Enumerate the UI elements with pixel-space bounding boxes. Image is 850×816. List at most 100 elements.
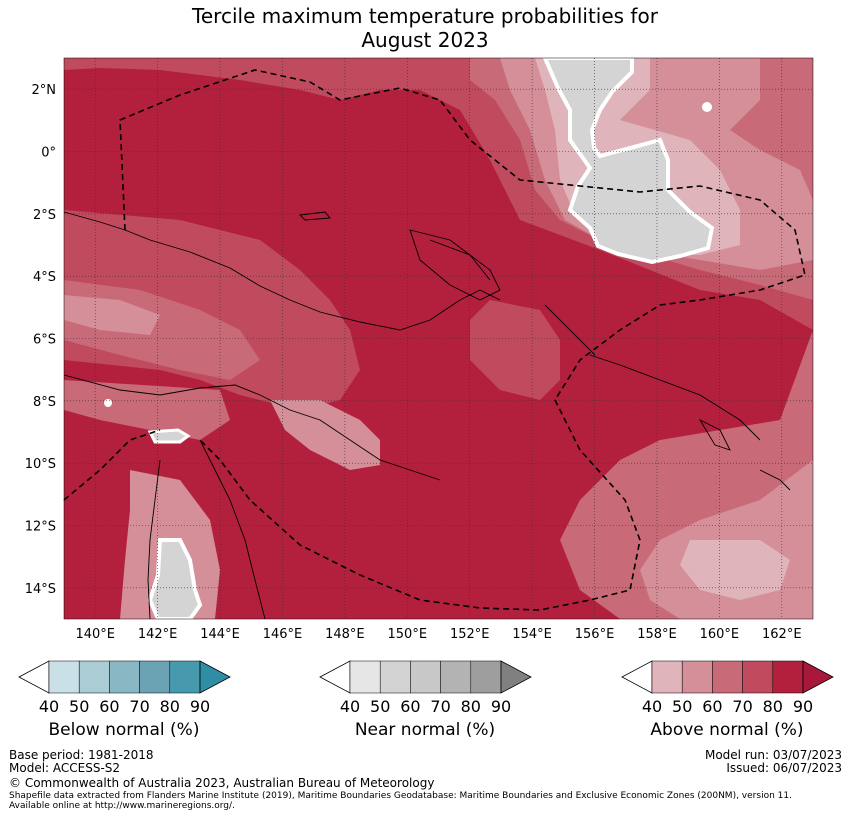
colorbar-tick-label: 70 — [732, 697, 752, 716]
lon-tick-label: 160°E — [700, 627, 740, 642]
colorbar-extend-low — [319, 660, 351, 694]
colorbar-tick-label: 50 — [69, 697, 89, 716]
lat-tick-label: 14°S — [25, 582, 56, 597]
coastline-new-guinea-north — [63, 211, 501, 331]
colorbar-segment — [349, 660, 381, 694]
colorbar-tick-label: 70 — [129, 697, 149, 716]
lat-tick-label: 8°S — [33, 395, 56, 410]
colorbar-segment — [440, 660, 472, 694]
colorbar-extend-low — [18, 660, 50, 694]
lon-tick-label: 144°E — [200, 627, 240, 642]
coastline-bougainville — [544, 304, 596, 356]
model-name: Model: ACCESS-S2 — [9, 761, 121, 775]
colorbar-tick-label: 60 — [400, 697, 420, 716]
lon-tick-label: 158°E — [637, 627, 677, 642]
above-70-region-south — [64, 380, 230, 440]
lat-tick-label: 0° — [41, 146, 56, 161]
shapefile-credit-line-1: Shapefile data extracted from Flanders M… — [9, 791, 792, 801]
colorbar-extend-high — [199, 660, 231, 694]
lat-tick-label: 10°S — [25, 457, 56, 472]
colorbar-segment — [139, 660, 171, 694]
coastline-new-ireland — [429, 239, 491, 281]
coastlines — [63, 211, 791, 620]
coastline-cape-york — [147, 439, 266, 620]
near-colorbar: 40 50 60 70 80 90 — [319, 660, 532, 716]
colorbar-segment — [772, 660, 804, 694]
colorbar-segment — [78, 660, 110, 694]
colorbar-tick-label: 40 — [642, 697, 662, 716]
coastline-solomons — [589, 354, 761, 441]
colorbar-tick-label: 90 — [190, 697, 210, 716]
lat-tick-label: 2°N — [32, 83, 57, 98]
latitude-labels: 2°N 0° 2°S 4°S 6°S 8°S 10°S 12°S 14°S — [25, 83, 56, 597]
title-line-2: August 2023 — [361, 28, 489, 52]
colorbar-tick-label: 80 — [763, 697, 783, 716]
lat-tick-label: 12°S — [25, 520, 56, 535]
colorbar-segment — [470, 660, 502, 694]
colorbar-segment — [48, 660, 80, 694]
colorbar-extend-high — [500, 660, 532, 694]
above-colorbar: 40 50 60 70 80 90 — [621, 660, 834, 716]
colorbar-tick-label: 60 — [99, 697, 119, 716]
colorbar-tick-label: 50 — [370, 697, 390, 716]
colorbar-tick-label: 90 — [793, 697, 813, 716]
coastline-islands — [299, 211, 791, 491]
below-normal-label: Below normal (%) — [48, 720, 200, 740]
longitude-labels: 140°E 142°E 144°E 146°E 148°E 150°E 152°E 154°E… — [75, 627, 801, 642]
copyright: © Commonwealth of Australia 2023, Austra… — [9, 776, 435, 790]
colorbar-extend-low — [621, 660, 653, 694]
lon-tick-label: 142°E — [138, 627, 178, 642]
colorbar-tick-label: 50 — [672, 697, 692, 716]
lon-tick-label: 140°E — [75, 627, 115, 642]
near-normal-region-north — [542, 58, 715, 265]
colorbar-tick-label: 60 — [702, 697, 722, 716]
lon-tick-label: 162°E — [762, 627, 802, 642]
above-60-region-ridge — [270, 400, 380, 470]
lon-tick-label: 152°E — [450, 627, 490, 642]
above-80-region-central — [470, 300, 560, 400]
below-colorbar: 40 50 60 70 80 90 — [18, 660, 231, 716]
lon-tick-label: 156°E — [575, 627, 615, 642]
colorbar-tick-label: 40 — [39, 697, 59, 716]
above-60-region-west — [64, 295, 160, 335]
near-normal-spot-east — [702, 102, 712, 112]
chart-title: Tercile maximum temperature probabilitie… — [0, 4, 850, 52]
lat-tick-label: 6°S — [33, 333, 56, 348]
shapefile-credit: Shapefile data extracted from Flanders M… — [9, 791, 844, 811]
lon-tick-label: 146°E — [263, 627, 303, 642]
colorbar-segment — [109, 660, 140, 694]
colorbar-segment — [742, 660, 774, 694]
colorbar-segment — [410, 660, 441, 694]
eez-boundary-png — [119, 69, 806, 611]
colorbar-segment — [681, 660, 713, 694]
colorbar-tick-label: 80 — [160, 697, 180, 716]
near-normal-region-capeyork — [147, 538, 203, 619]
near-normal-spot-west — [104, 399, 112, 407]
above-50-region-southeast — [680, 540, 790, 600]
colorbar-tick-label: 70 — [430, 697, 450, 716]
lat-tick-label: 4°S — [33, 270, 56, 285]
map-frame — [63, 57, 814, 620]
near-normal-region-strait — [147, 428, 191, 444]
colorbar-segment — [712, 660, 743, 694]
lon-tick-label: 150°E — [388, 627, 428, 642]
lon-tick-label: 148°E — [325, 627, 365, 642]
colorbar-segment — [169, 660, 201, 694]
coastline-new-britain — [409, 229, 501, 301]
colorbar-segment — [379, 660, 411, 694]
above-normal-label: Above normal (%) — [650, 720, 804, 740]
shapefile-credit-line-2: Available online at http://www.marinereg… — [9, 801, 235, 811]
colorbar-segment — [651, 660, 683, 694]
gridlines — [64, 58, 813, 619]
lon-tick-label: 154°E — [512, 627, 552, 642]
colorbar-tick-label: 40 — [340, 697, 360, 716]
base-period: Base period: 1981-2018 — [9, 748, 154, 762]
model-run: Model run: 03/07/2023 — [704, 748, 842, 762]
eez-boundary-australia — [63, 429, 161, 501]
above-80-region-west — [64, 210, 360, 410]
footer-right: Model run: 03/07/2023 Issued: 06/07/2023 — [705, 749, 842, 775]
footer-left: Base period: 1981-2018 Model: ACCESS-S2 — [9, 749, 154, 775]
colorbar-tick-label: 80 — [461, 697, 481, 716]
lat-tick-label: 2°S — [33, 208, 56, 223]
